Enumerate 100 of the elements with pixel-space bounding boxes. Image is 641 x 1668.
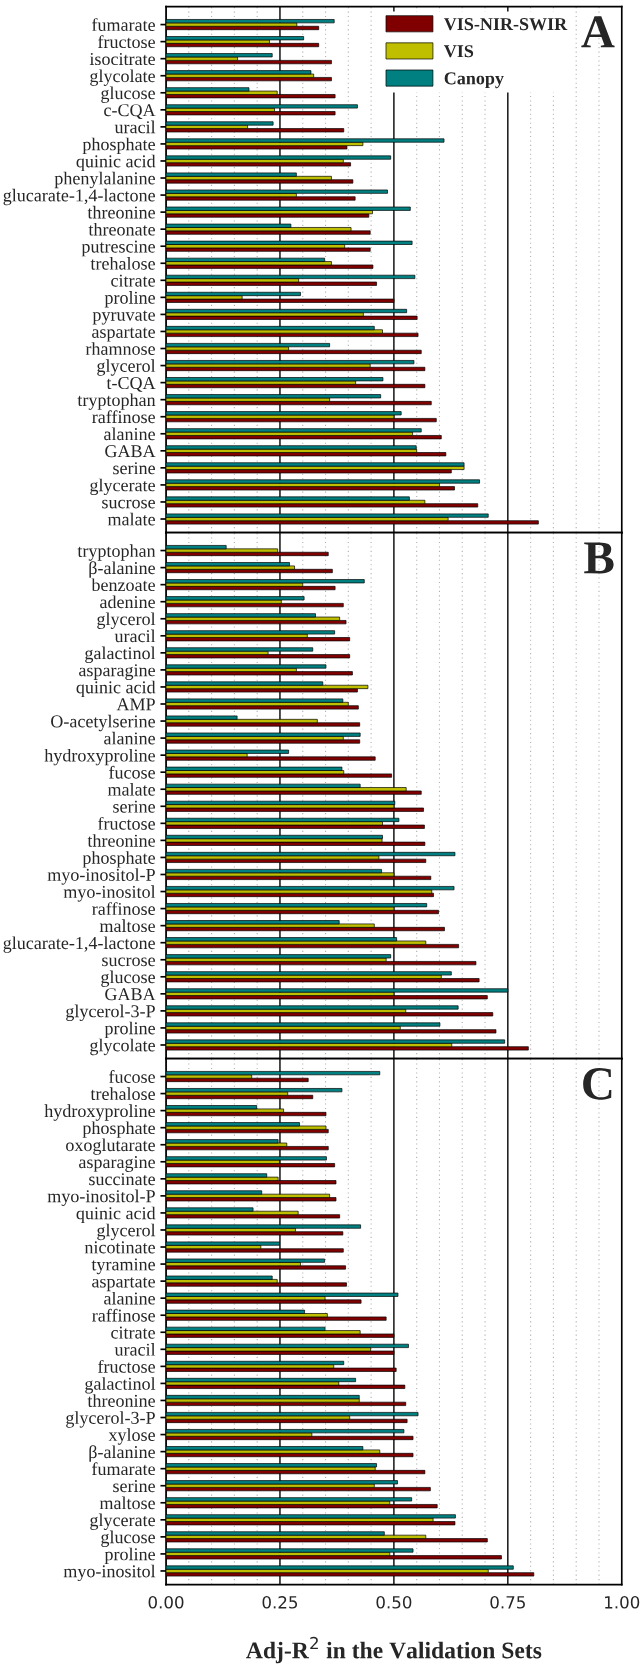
y-tick-label: glycerol-3-P — [66, 1411, 155, 1428]
y-tick-label: aspartate — [92, 1277, 155, 1292]
y-tick-label: isocitrate — [89, 52, 155, 66]
y-tick-label: phosphate — [82, 851, 155, 868]
legend-label: VIS — [443, 45, 474, 58]
y-tick-label: phosphate — [82, 1121, 155, 1138]
y-tick-label: myo-inositol — [63, 885, 156, 902]
y-tick-label: oxoglutarate — [66, 1138, 155, 1155]
annotation: A — [581, 16, 615, 48]
y-tick-label: trehalose — [90, 1087, 155, 1101]
y-tick-label: maltose — [99, 919, 155, 933]
y-tick-label: malate — [107, 782, 155, 796]
y-tick-label: proline — [104, 1547, 155, 1565]
y-tick-label: sucrose — [102, 957, 155, 967]
y-tick-label: glycerol — [97, 1223, 156, 1241]
y-tick-label: glycolate — [90, 69, 155, 86]
y-tick-label: hydroxyproline — [44, 1104, 155, 1121]
y-tick-label: phenylalanine — [54, 171, 155, 189]
y-tick-label: glycerate — [90, 478, 155, 496]
y-tick-label: tyramine — [91, 1258, 155, 1275]
y-tick-label: fructose — [98, 816, 155, 830]
y-tick-label: raffinose — [92, 902, 155, 916]
y-tick-label: putrescine — [81, 240, 155, 257]
y-tick-label: glucose — [101, 1530, 155, 1548]
y-tick-label: quinic acid — [76, 154, 156, 172]
x-tick-label: 0.25 — [262, 1596, 298, 1609]
y-tick-label: hydroxyproline — [44, 748, 155, 766]
y-tick-label: glucose — [101, 86, 155, 103]
y-tick-label: glucarate-1,4-lactone — [3, 188, 155, 206]
y-tick-label: GABA — [105, 445, 156, 458]
y-tick-label: fructose — [98, 1359, 155, 1373]
y-tick-label: uracil — [114, 1343, 156, 1356]
y-tick-label: alanine — [104, 427, 155, 441]
legend-label: VIS-NIR-SWIR — [443, 18, 568, 31]
y-tick-label: proline — [104, 291, 155, 308]
x-axis-title: Adj-R$^{2}$ in the Validation Sets — [246, 1636, 542, 1664]
y-tick-label: threonine — [87, 205, 155, 219]
y-tick-label: myo-inositol — [63, 1564, 156, 1582]
y-tick-label: fucose — [109, 765, 155, 779]
y-tick-label: benzoate — [91, 578, 155, 592]
y-tick-label: glycerol — [97, 612, 156, 629]
y-tick-label: tryptophan — [77, 544, 156, 561]
y-tick-label: raffinose — [92, 1308, 155, 1322]
y-tick-label: glycolate — [90, 1038, 155, 1056]
y-tick-label: quinic acid — [76, 680, 156, 698]
y-tick-label: myo-inositol-P — [47, 868, 155, 885]
y-tick-label: proline — [104, 1021, 155, 1039]
y-tick-label: threonate — [88, 222, 155, 236]
y-tick-label: glycerol — [97, 359, 156, 376]
y-tick-label: O-acetylserine — [51, 714, 155, 732]
y-tick-label: rhamnose — [85, 342, 155, 355]
y-tick-label: alanine — [104, 1291, 155, 1305]
y-tick-label: glucose — [101, 970, 155, 987]
y-tick-label: sucrose — [102, 499, 155, 509]
y-tick-label: uracil — [114, 120, 156, 134]
annotation: C — [583, 1068, 612, 1100]
y-tick-label: aspartate — [92, 327, 155, 342]
y-tick-label: β-alanine — [89, 561, 155, 578]
y-tick-label: serine — [113, 462, 155, 475]
y-tick-label: serine — [113, 800, 155, 813]
x-tick-label: 0.00 — [148, 1596, 184, 1609]
y-tick-label: galactinol — [85, 646, 156, 664]
y-tick-label: myo-inositol-P — [47, 1189, 155, 1207]
y-tick-label: fructose — [98, 35, 155, 49]
y-tick-label: asparagine — [79, 1156, 155, 1172]
y-tick-label: alanine — [104, 731, 155, 745]
y-tick-label: GABA — [105, 988, 156, 1001]
y-tick-label: phosphate — [82, 137, 155, 155]
y-tick-label: fumarate — [92, 18, 155, 32]
x-tick-label: 1.00 — [605, 1596, 640, 1609]
y-tick-label: t-CQA — [106, 376, 156, 392]
y-tick-label: threonine — [87, 1394, 155, 1407]
y-tick-label: raffinose — [92, 410, 155, 424]
y-tick-label: c-CQA — [104, 104, 156, 120]
y-tick-label: succinate — [89, 1173, 155, 1186]
y-tick-label: pyruvate — [92, 310, 155, 325]
x-tick-label: 0.50 — [376, 1596, 412, 1609]
y-tick-label: nicotinate — [84, 1241, 155, 1254]
y-tick-label: tryptophan — [77, 393, 156, 410]
y-tick-label: xylose — [108, 1428, 155, 1445]
y-tick-label: citrate — [111, 274, 155, 287]
y-tick-label: glycerate — [90, 1513, 155, 1530]
y-tick-label: serine — [113, 1480, 155, 1493]
y-tick-label: threonine — [87, 834, 155, 847]
y-tick-label: fucose — [109, 1070, 155, 1083]
y-tick-label: citrate — [111, 1326, 155, 1339]
annotation: B — [584, 542, 614, 574]
legend-label: Canopy — [444, 72, 504, 89]
y-tick-label: β-alanine — [89, 1445, 155, 1462]
y-tick-label: glucarate-1,4-lactone — [3, 936, 155, 953]
y-tick-label: adenine — [100, 595, 155, 609]
y-tick-label: quinic acid — [76, 1206, 156, 1224]
x-tick-label: 0.75 — [490, 1596, 525, 1609]
y-tick-label: galactinol — [85, 1377, 156, 1394]
y-tick-label: glycerol-3-P — [66, 1004, 155, 1022]
y-tick-label: fumarate — [92, 1462, 155, 1476]
y-tick-label: AMP — [116, 698, 155, 711]
y-tick-label: asparagine — [79, 664, 155, 681]
y-tick-label: maltose — [99, 1496, 155, 1510]
y-tick-label: uracil — [114, 629, 156, 643]
